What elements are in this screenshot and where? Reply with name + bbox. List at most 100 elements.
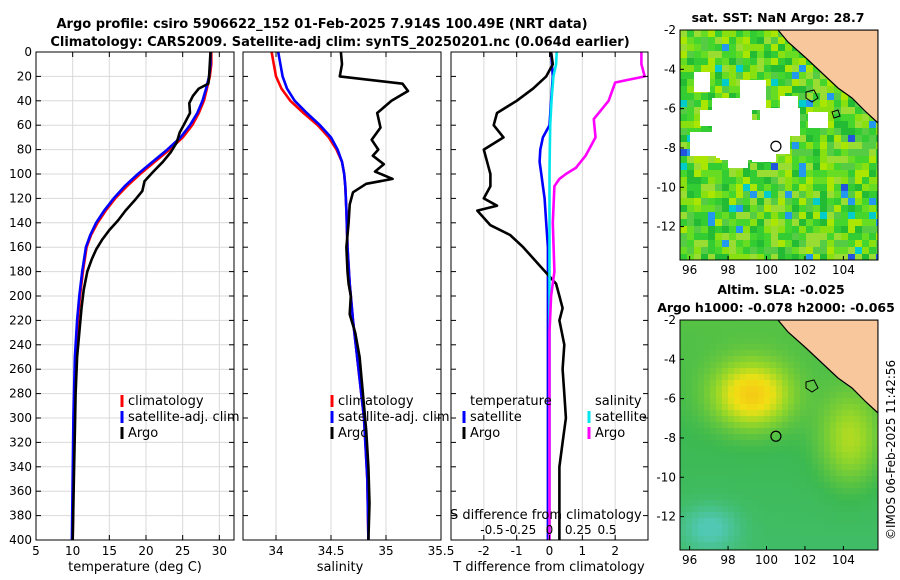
sla-cell	[770, 356, 776, 362]
sst-cell	[855, 219, 862, 226]
sla-cell	[722, 416, 728, 422]
sla-cell	[770, 482, 776, 488]
legend-label-satellite: satellite-adj. clim	[128, 410, 240, 425]
sla-cell	[818, 386, 824, 392]
sla-cell	[800, 464, 806, 470]
sla-cell	[818, 398, 824, 404]
tick-label-y: 100	[9, 167, 32, 181]
sst-cell	[855, 233, 862, 240]
sst-cell	[736, 86, 743, 93]
sla-cell	[758, 446, 764, 452]
sst-cell	[680, 226, 687, 233]
sst-cell	[778, 44, 785, 51]
sla-cell	[776, 320, 782, 326]
sst-cell	[799, 128, 806, 135]
sla-cell	[842, 422, 848, 428]
sla-cell	[734, 524, 740, 530]
sla-cell	[740, 434, 746, 440]
sla-cell	[824, 458, 830, 464]
sla-cell	[746, 398, 752, 404]
sla-cell	[758, 488, 764, 494]
sst-cell	[680, 191, 687, 198]
sla-cell	[698, 392, 704, 398]
sla-cell	[866, 422, 872, 428]
series-satellite-adj-clim	[276, 51, 370, 541]
sla-cell	[812, 362, 818, 368]
sla-cell	[776, 392, 782, 398]
sla-cell	[758, 482, 764, 488]
sla-cell	[758, 338, 764, 344]
sst-cell	[827, 240, 834, 247]
sla-cell	[788, 434, 794, 440]
sst-cell	[820, 226, 827, 233]
sla-cell	[722, 428, 728, 434]
sla-cell	[860, 404, 866, 410]
sst-cell	[750, 226, 757, 233]
sst-cell	[687, 65, 694, 72]
sst-cell	[715, 198, 722, 205]
sst-missing-cell	[780, 96, 798, 112]
sst-cell	[729, 226, 736, 233]
sla-cell	[722, 500, 728, 506]
sla-cell	[776, 428, 782, 434]
sst-cell	[785, 205, 792, 212]
sst-cell	[806, 177, 813, 184]
sla-cell	[746, 494, 752, 500]
sla-cell	[776, 410, 782, 416]
sla-cell	[698, 368, 704, 374]
sst-cell	[722, 226, 729, 233]
sla-cell	[746, 416, 752, 422]
sla-cell	[710, 446, 716, 452]
sla-cell	[830, 500, 836, 506]
sla-cell	[704, 506, 710, 512]
sst-cell	[715, 219, 722, 226]
sla-cell	[830, 458, 836, 464]
sla-cell	[710, 338, 716, 344]
sla-cell	[692, 332, 698, 338]
sla-cell	[698, 494, 704, 500]
sla-cell	[812, 500, 818, 506]
sla-cell	[710, 344, 716, 350]
sla-cell	[746, 410, 752, 416]
sst-cell	[862, 142, 869, 149]
sla-cell	[746, 536, 752, 542]
difference-legend: temperature satellite Argo salinity sate…	[462, 394, 647, 441]
sst-cell	[778, 37, 785, 44]
sst-cell	[841, 212, 848, 219]
sst-cell	[680, 107, 687, 114]
sla-cell	[806, 470, 812, 476]
sst-cell	[715, 58, 722, 65]
tick-label-y: -2	[664, 23, 676, 37]
sla-cell	[686, 494, 692, 500]
sla-cell	[710, 374, 716, 380]
sla-cell	[872, 476, 878, 482]
sst-cell	[869, 170, 876, 177]
sst-cell	[862, 212, 869, 219]
sla-cell	[872, 518, 878, 524]
sst-cell	[687, 163, 694, 170]
sla-cell	[848, 488, 854, 494]
sla-cell	[806, 410, 812, 416]
sla-cell	[752, 392, 758, 398]
sla-cell	[860, 416, 866, 422]
sla-cell	[776, 380, 782, 386]
sla-cell	[752, 518, 758, 524]
sst-cell	[757, 198, 764, 205]
legend-label-t-argo: Argo	[470, 426, 500, 441]
sla-cell	[722, 326, 728, 332]
sst-cell	[729, 191, 736, 198]
sst-cell	[827, 79, 834, 86]
sst-cell	[701, 100, 708, 107]
sst-cell	[806, 156, 813, 163]
sst-cell	[757, 205, 764, 212]
sla-cell	[752, 374, 758, 380]
sst-cell	[841, 219, 848, 226]
sst-cell	[834, 198, 841, 205]
sst-cell	[862, 156, 869, 163]
sst-cell	[771, 79, 778, 86]
sla-cell	[752, 434, 758, 440]
sla-cell	[848, 548, 854, 550]
sla-cell	[752, 332, 758, 338]
difference-xlabel: T difference from climatology	[452, 560, 645, 575]
sst-cell	[771, 219, 778, 226]
